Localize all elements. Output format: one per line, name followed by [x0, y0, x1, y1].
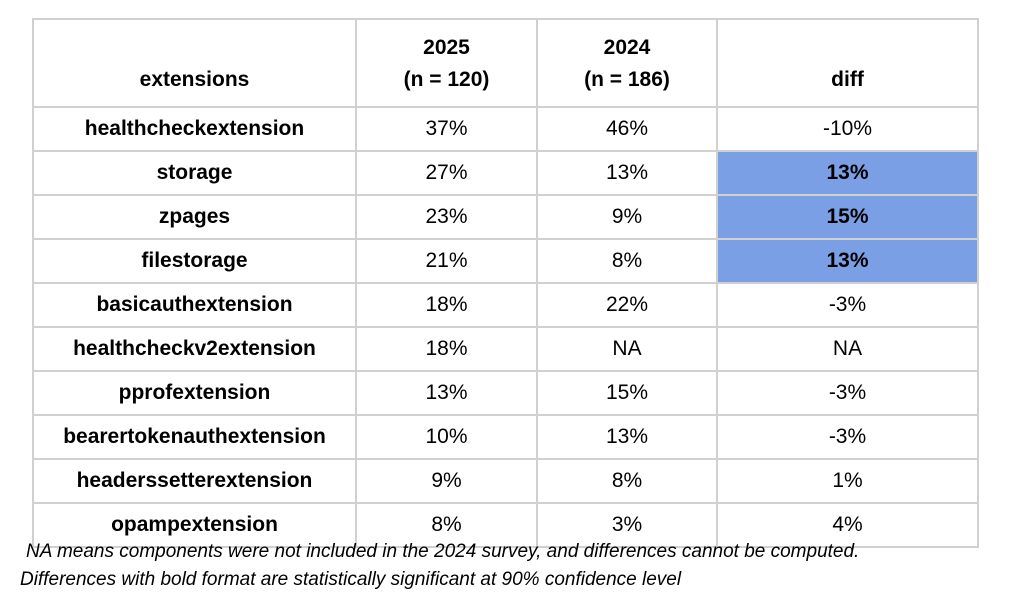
table-cell: 4%	[716, 502, 979, 548]
table-cell: 13%	[536, 150, 718, 196]
table-cell: 18%	[355, 282, 538, 328]
table-row: filestorage 21% 8% 13%	[32, 238, 979, 284]
table-cell: 37%	[355, 106, 538, 152]
table-cell: -3%	[716, 370, 979, 416]
table-cell: -3%	[716, 414, 979, 460]
header-text: diff	[831, 68, 864, 91]
data-table: extensions 2025 (n = 120) 2024 (n = 186) diff…	[32, 18, 979, 548]
footnote: NA means components were not included in…	[26, 541, 860, 562]
table-cell: 15%	[716, 194, 979, 240]
header-row: extensions 2025 (n = 120) 2024 (n = 186) diff	[32, 18, 979, 108]
table-cell: -10%	[716, 106, 979, 152]
row-label: basicauthextension	[32, 282, 357, 328]
table-row: pprofextension 13% 15% -3%	[32, 370, 979, 416]
table-cell: 10%	[355, 414, 538, 460]
table-cell: 13%	[355, 370, 538, 416]
table-row: storage 27% 13% 13%	[32, 150, 979, 196]
table-cell: 9%	[355, 458, 538, 504]
row-label: zpages	[32, 194, 357, 240]
table-row: opampextension 8% 3% 4%	[32, 502, 979, 548]
table-cell: 8%	[355, 502, 538, 548]
row-label: headerssetterextension	[32, 458, 357, 504]
row-label: healthcheckv2extension	[32, 326, 357, 372]
table-cell: 22%	[536, 282, 718, 328]
header-cell: 2025 (n = 120)	[355, 18, 538, 108]
table-cell: 15%	[536, 370, 718, 416]
table-cell: 13%	[716, 238, 979, 284]
table-cell: NA	[716, 326, 979, 372]
table-cell: 8%	[536, 238, 718, 284]
table-cell: 23%	[355, 194, 538, 240]
table-cell: 1%	[716, 458, 979, 504]
header-text: extensions	[139, 68, 250, 91]
table-cell: 21%	[355, 238, 538, 284]
table-cell: 46%	[536, 106, 718, 152]
header-text: (n = 186)	[584, 68, 670, 91]
header-text: 2024	[603, 36, 651, 59]
header-text: (n = 120)	[403, 68, 490, 91]
table-row: basicauthextension 18% 22% -3%	[32, 282, 979, 328]
table-row: healthcheckv2extension 18% NA NA	[32, 326, 979, 372]
table-cell: NA	[536, 326, 718, 372]
header-cell: 2024 (n = 186)	[536, 18, 718, 108]
table-cell: 3%	[536, 502, 718, 548]
table-row: zpages 23% 9% 15%	[32, 194, 979, 240]
row-label: storage	[32, 150, 357, 196]
table-cell: 8%	[536, 458, 718, 504]
row-label: filestorage	[32, 238, 357, 284]
footnote: Differences with bold format are statist…	[20, 569, 682, 590]
header-cell: diff	[716, 18, 979, 108]
table-cell: 13%	[536, 414, 718, 460]
table-cell: 13%	[716, 150, 979, 196]
header-cell: extensions	[32, 18, 357, 108]
table-cell: 9%	[536, 194, 718, 240]
row-label: pprofextension	[32, 370, 357, 416]
header-text: 2025	[423, 36, 470, 59]
row-label: healthcheckextension	[32, 106, 357, 152]
table-row: bearertokenauthextension 10% 13% -3%	[32, 414, 979, 460]
table-row: headerssetterextension 9% 8% 1%	[32, 458, 979, 504]
table-cell: 18%	[355, 326, 538, 372]
row-label: bearertokenauthextension	[32, 414, 357, 460]
table-cell: 27%	[355, 150, 538, 196]
table-cell: -3%	[716, 282, 979, 328]
row-label: opampextension	[32, 502, 357, 548]
table-row: healthcheckextension 37% 46% -10%	[32, 106, 979, 152]
